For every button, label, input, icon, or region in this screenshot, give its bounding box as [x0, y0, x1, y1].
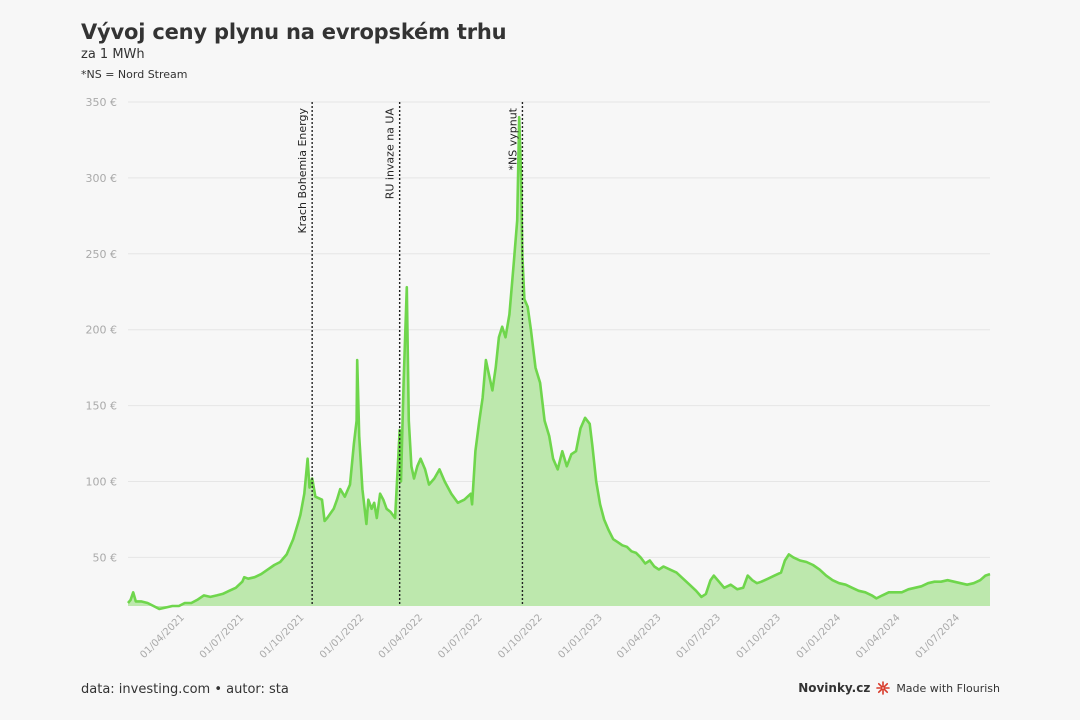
made-with-flourish-link[interactable]: Made with Flourish: [896, 681, 1000, 695]
chart-note: *NS = Nord Stream: [81, 68, 188, 81]
x-tick-label: 01/07/2023: [675, 612, 724, 661]
x-tick-label: 01/04/2021: [138, 612, 187, 661]
price-line: [127, 115, 991, 611]
x-tick-label: 01/10/2022: [496, 612, 545, 661]
y-tick-label: 100 €: [86, 476, 118, 489]
x-tick-label: 01/07/2022: [436, 612, 485, 661]
novinky-logo[interactable]: Novinky.cz: [798, 681, 871, 695]
x-tick-label: 01/10/2021: [258, 612, 307, 661]
x-tick-label: 01/07/2021: [198, 612, 247, 661]
y-tick-label: 300 €: [86, 172, 118, 185]
y-tick-label: 150 €: [86, 400, 118, 413]
x-tick-label: 01/04/2024: [854, 612, 903, 661]
x-tick-label: 01/07/2024: [914, 612, 963, 661]
x-tick-label: 01/01/2024: [795, 612, 844, 661]
event-marker-label: RU invaze na UA: [384, 108, 397, 200]
y-tick-label: 250 €: [86, 248, 118, 261]
chart-title: Vývoj ceny plynu na evropském trhu: [81, 20, 507, 44]
source-credit: data: investing.com • autor: sta: [81, 682, 289, 697]
y-tick-label: 50 €: [93, 551, 118, 564]
chart-subtitle: za 1 MWh: [81, 47, 145, 62]
event-marker-label: Krach Bohemia Energy: [296, 108, 309, 234]
y-tick-label: 350 €: [86, 96, 118, 109]
event-marker-label: *NS vypnut: [506, 107, 519, 170]
price-area: [128, 117, 990, 609]
x-tick-label: 01/01/2023: [556, 612, 605, 661]
footer-branding[interactable]: Novinky.cz Made with Flourish: [798, 681, 1000, 695]
y-tick-label: 200 €: [86, 324, 118, 337]
x-tick-label: 01/01/2022: [318, 612, 367, 661]
x-tick-label: 01/04/2022: [377, 612, 426, 661]
x-tick-label: 01/10/2023: [735, 612, 784, 661]
x-tick-label: 01/04/2023: [615, 612, 664, 661]
flourish-burst-icon: [876, 681, 891, 695]
